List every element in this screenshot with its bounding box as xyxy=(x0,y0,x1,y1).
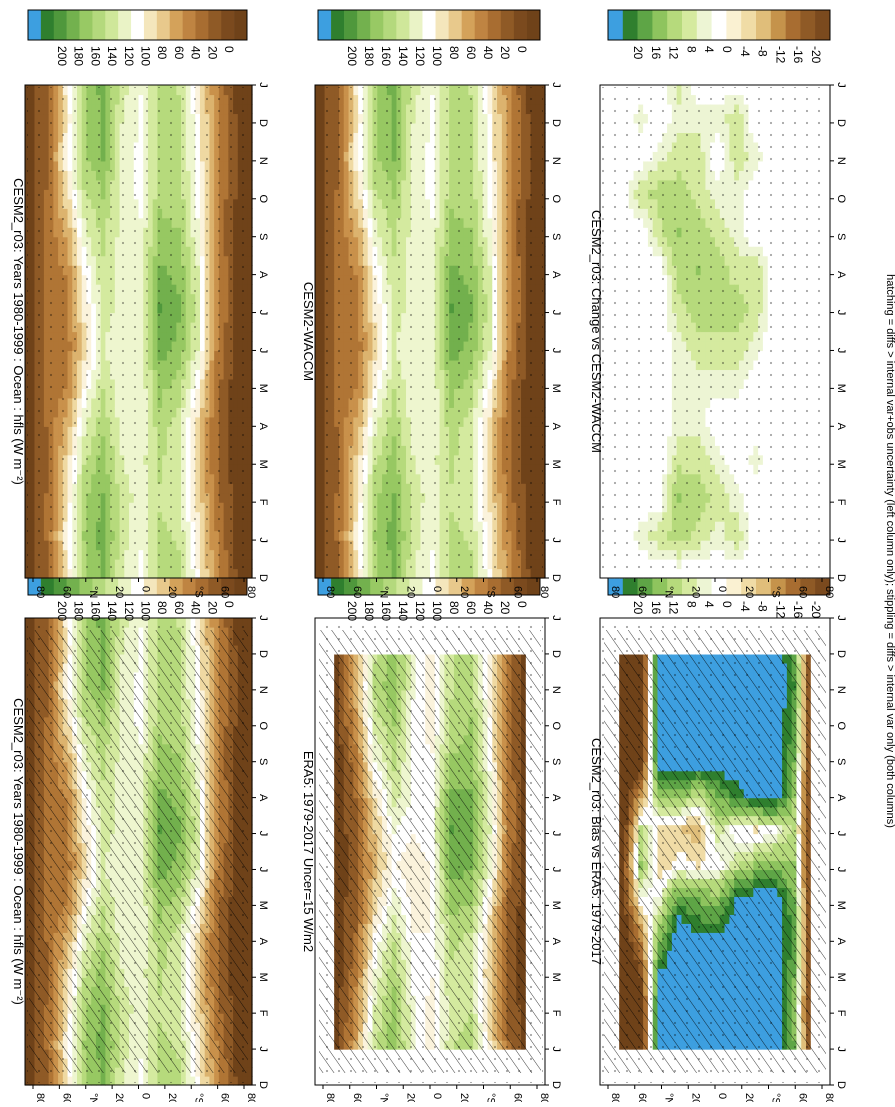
colorbar-label: 20 xyxy=(205,601,219,615)
lat-tick-label: 60 xyxy=(219,1093,231,1102)
lat-tick-label: 80 xyxy=(34,1093,46,1102)
colorbar-label: 160 xyxy=(88,601,102,621)
month-tick-label: M xyxy=(257,901,269,910)
lat-tick-label: 20 xyxy=(113,1093,125,1102)
colorbar-label: 40 xyxy=(189,601,203,615)
colorbar-label: 0 xyxy=(222,601,236,608)
lat-tick-label: 80 xyxy=(245,1093,257,1102)
month-tick-label: A xyxy=(257,794,269,802)
month-tick-label: J xyxy=(257,615,269,621)
colorbar-label: 200 xyxy=(55,601,69,621)
lat-tick-label: °S xyxy=(192,1093,204,1102)
month-tick-label: J xyxy=(257,1046,269,1052)
month-tick-label: O xyxy=(257,721,269,730)
colorbar-label: 100 xyxy=(139,601,153,621)
month-tick-label: D xyxy=(257,1081,269,1089)
lat-tick-label: 0 xyxy=(140,1093,152,1099)
colorbar-label: 80 xyxy=(155,601,169,615)
month-tick-label: S xyxy=(257,758,269,765)
colorbar-label: 120 xyxy=(122,601,136,621)
colorbar-label: 60 xyxy=(172,601,186,615)
month-tick-label: J xyxy=(257,867,269,873)
month-tick-label: J xyxy=(257,831,269,837)
figure-footnote: hatching = diffs > internal var+obs unce… xyxy=(884,274,895,828)
colorbar-label: 140 xyxy=(105,601,119,621)
stippling-overlay xyxy=(27,620,250,1083)
colorbar-label: 180 xyxy=(72,601,86,621)
lat-tick-label: °N xyxy=(87,1093,99,1102)
month-tick-label: M xyxy=(257,973,269,982)
lat-tick-label: 20 xyxy=(166,1093,178,1102)
panel-title: CESM2_r03: Years 1980-1999 : Ocean : hfl… xyxy=(11,698,26,1005)
month-tick-label: A xyxy=(257,938,269,946)
month-tick-label: N xyxy=(257,686,269,694)
month-tick-label: D xyxy=(257,650,269,658)
month-tick-label: F xyxy=(257,1010,269,1017)
lat-tick-label: 60 xyxy=(60,1093,72,1102)
